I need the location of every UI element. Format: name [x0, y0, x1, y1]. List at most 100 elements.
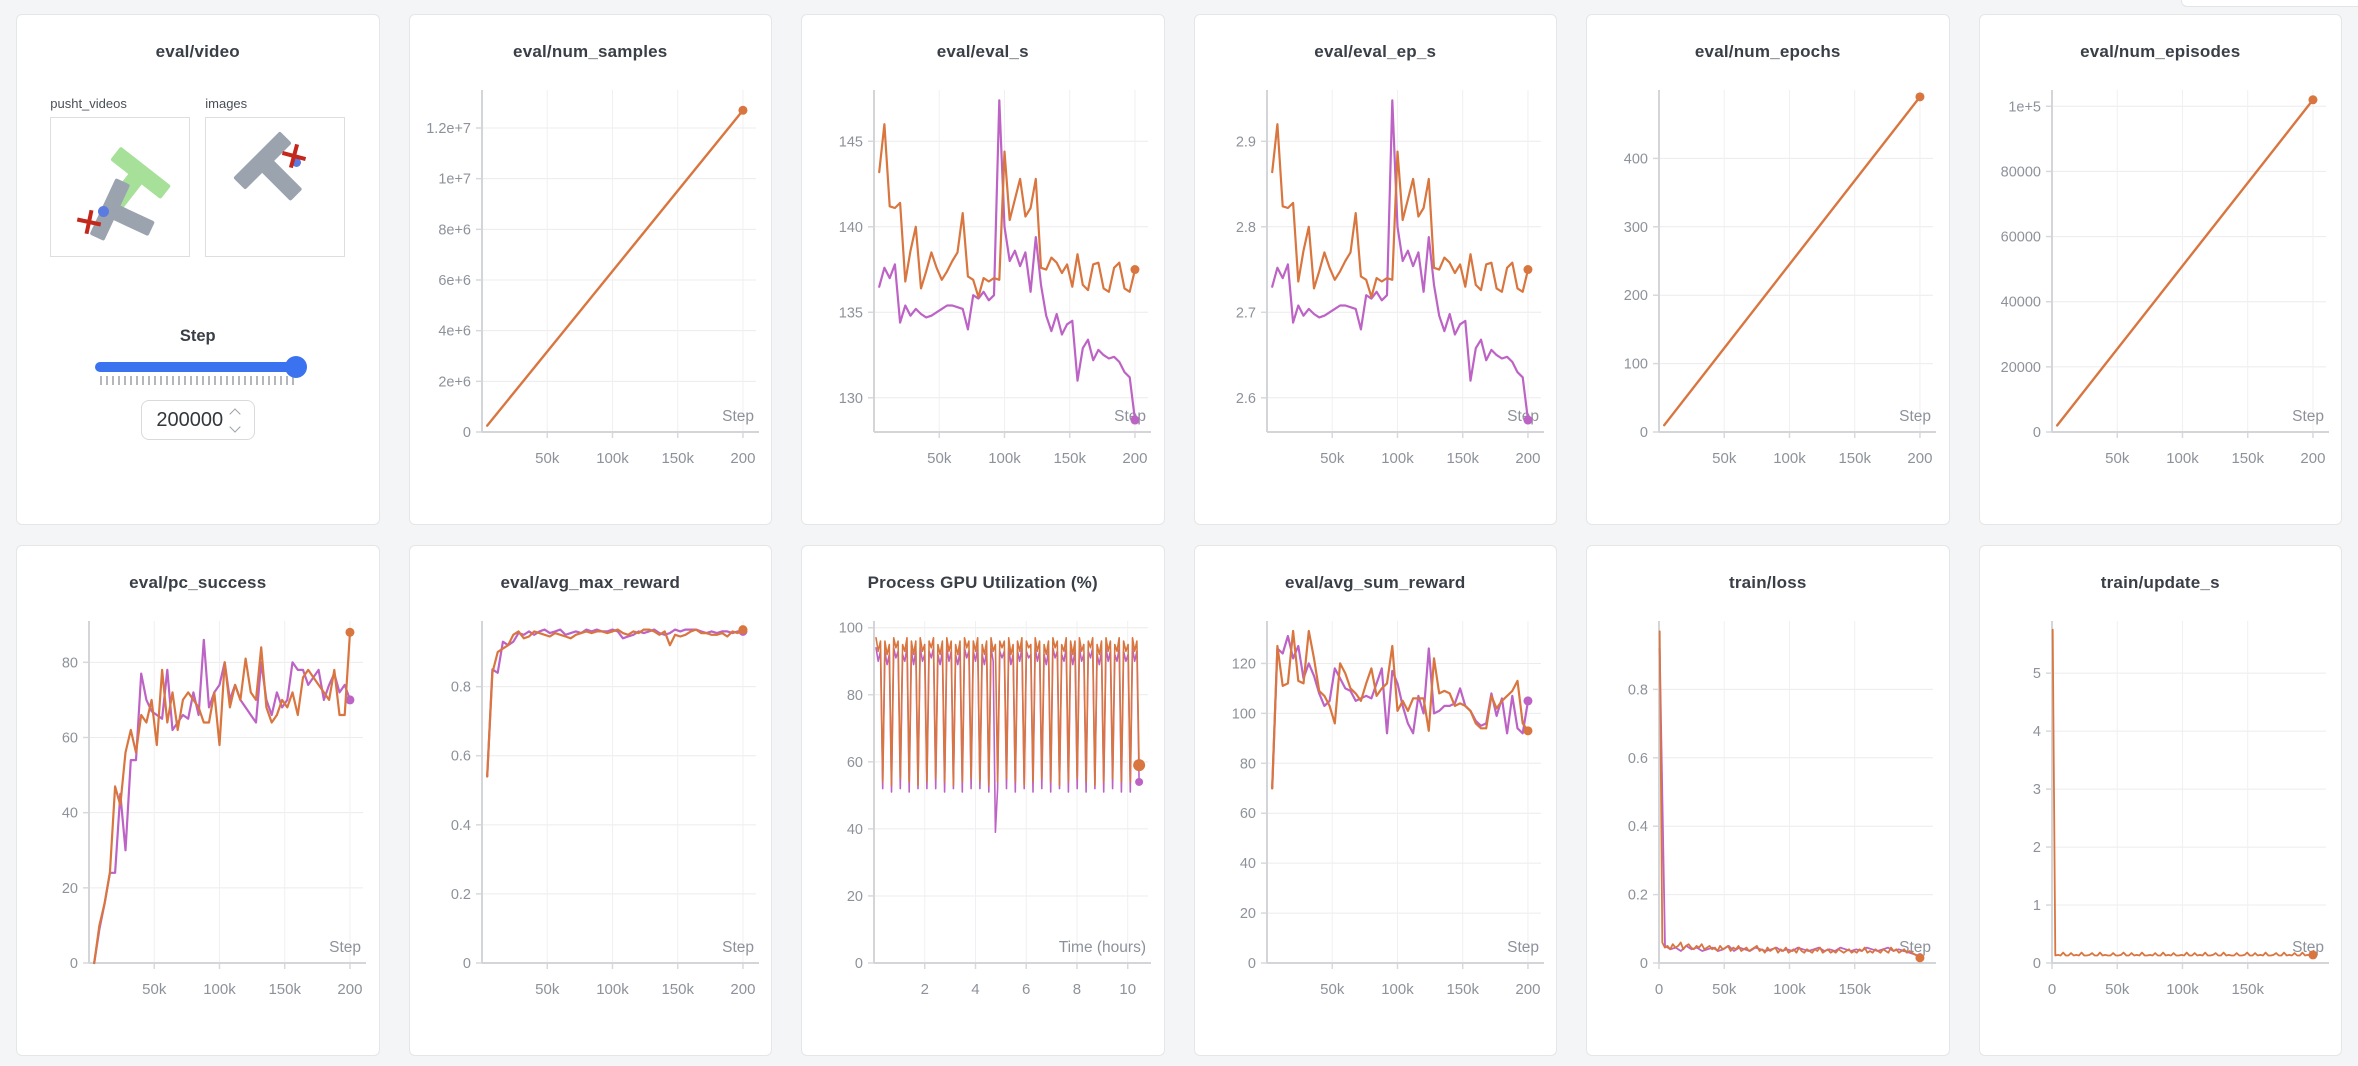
svg-text:200: 200	[730, 981, 755, 998]
step-slider-track[interactable]	[94, 362, 301, 372]
svg-text:60: 60	[847, 755, 863, 771]
video-thumbnail-pusht[interactable]	[50, 117, 191, 257]
svg-text:0.6: 0.6	[451, 749, 471, 765]
svg-text:2: 2	[921, 981, 929, 998]
chart-gpu-utilization[interactable]: 0 20 40 60 80 100 2 4 6 8 10 Time (hours)	[810, 605, 1155, 1020]
svg-text:0: 0	[2033, 956, 2041, 972]
panel-eval-num-epochs: eval/num_epochs 0 100 200 300 400 50k 100k 150k…	[1586, 14, 1950, 525]
svg-text:150k: 150k	[661, 981, 694, 998]
svg-text:Step: Step	[1507, 408, 1539, 425]
svg-text:50k: 50k	[1320, 450, 1345, 467]
svg-text:0: 0	[463, 425, 471, 441]
svg-text:200: 200	[2300, 450, 2325, 467]
svg-text:1e+7: 1e+7	[438, 172, 471, 188]
svg-text:Time (hours): Time (hours)	[1059, 939, 1146, 956]
svg-text:200: 200	[1515, 981, 1540, 998]
chart-title: train/loss	[1728, 573, 1807, 592]
chart-train-update-s[interactable]: 0 1 2 3 4 5 0 50k 100k 150k Step	[1988, 605, 2333, 1020]
svg-text:100k: 100k	[596, 450, 629, 467]
svg-text:50k: 50k	[1712, 450, 1737, 467]
svg-text:40: 40	[62, 806, 78, 822]
svg-text:1: 1	[2033, 898, 2041, 914]
chart-eval-num-episodes[interactable]: 0 20000 40000 60000 80000 1e+5 50k 100k 150k 200 S…	[1988, 74, 2333, 489]
svg-text:100k: 100k	[1381, 450, 1414, 467]
svg-text:100k: 100k	[203, 981, 236, 998]
svg-text:80000: 80000	[2000, 164, 2040, 180]
svg-text:Step: Step	[329, 939, 361, 956]
panel-eval-eval-s: eval/eval_s 130 135 140 145 50k 100k 150k 200 St…	[801, 14, 1165, 525]
chart-eval-avg-max-reward[interactable]: 0 0.2 0.4 0.6 0.8 50k 100k 150k 200 Step	[418, 605, 763, 1020]
svg-text:0: 0	[2048, 981, 2056, 998]
svg-text:2.9: 2.9	[1236, 134, 1256, 150]
step-number-input[interactable]: 200000	[140, 400, 255, 440]
svg-text:Step: Step	[2292, 408, 2324, 425]
svg-text:60000: 60000	[2000, 230, 2040, 246]
svg-text:50k: 50k	[2105, 450, 2130, 467]
svg-text:4e+6: 4e+6	[438, 324, 471, 340]
svg-text:0: 0	[855, 956, 863, 972]
panel-eval-video: eval/video pusht_videos images	[16, 14, 380, 525]
block-t-shape	[233, 131, 321, 219]
step-decrement-icon[interactable]	[229, 420, 241, 433]
chart-title: eval/num_episodes	[2080, 42, 2241, 61]
chart-eval-eval-ep-s[interactable]: 2.6 2.7 2.8 2.9 50k 100k 150k 200 Step	[1203, 74, 1548, 489]
chart-eval-pc-success[interactable]: 0 20 40 60 80 50k 100k 150k 200 Step	[25, 605, 370, 1020]
svg-text:150k: 150k	[269, 981, 302, 998]
svg-text:Step: Step	[1899, 939, 1931, 956]
panel-eval-avg-sum-reward: eval/avg_sum_reward 0 20 40 60 80 100 120 50k 10…	[1193, 545, 1557, 1056]
svg-text:0: 0	[1640, 425, 1648, 441]
chart-title: eval/pc_success	[129, 573, 267, 592]
svg-text:8: 8	[1073, 981, 1081, 998]
svg-text:4: 4	[2033, 724, 2041, 740]
step-slider-ticks	[99, 376, 296, 385]
svg-text:0.8: 0.8	[1628, 682, 1648, 698]
svg-text:0: 0	[1640, 956, 1648, 972]
svg-text:50k: 50k	[1712, 981, 1737, 998]
svg-text:80: 80	[62, 655, 78, 671]
panel-train-update-s: train/update_s 0 1 2 3 4 5 0 50k 100k 150k Step	[1978, 545, 2342, 1056]
svg-text:100k: 100k	[1773, 450, 1806, 467]
chart-eval-avg-sum-reward[interactable]: 0 20 40 60 80 100 120 50k 100k 150k 200 Step	[1203, 605, 1548, 1020]
chart-title: train/update_s	[2100, 573, 2220, 592]
svg-text:20: 20	[1240, 906, 1256, 922]
svg-text:Step: Step	[1899, 408, 1931, 425]
chart-eval-eval-s[interactable]: 130 135 140 145 50k 100k 150k 200 Step	[810, 74, 1155, 489]
svg-text:100k: 100k	[988, 450, 1021, 467]
svg-text:130: 130	[839, 391, 863, 407]
svg-text:0: 0	[70, 956, 78, 972]
step-value[interactable]: 200000	[156, 408, 224, 431]
svg-text:50k: 50k	[142, 981, 167, 998]
image-thumbnail[interactable]	[205, 117, 346, 257]
svg-text:0: 0	[1655, 981, 1663, 998]
chart-train-loss[interactable]: 0 0.2 0.4 0.6 0.8 0 50k 100k 150k Step	[1595, 605, 1940, 1020]
chart-eval-num-epochs[interactable]: 0 100 200 300 400 50k 100k 150k 200 Step	[1595, 74, 1940, 489]
panel-grid: eval/video pusht_videos images	[16, 14, 2342, 1056]
svg-text:200: 200	[1624, 288, 1648, 304]
svg-text:Step: Step	[1114, 408, 1146, 425]
svg-text:50k: 50k	[535, 450, 560, 467]
svg-text:100k: 100k	[2166, 981, 2199, 998]
svg-text:50k: 50k	[1320, 981, 1345, 998]
svg-text:8e+6: 8e+6	[438, 222, 471, 238]
svg-text:0.4: 0.4	[1628, 819, 1648, 835]
media-labels: pusht_videos images	[50, 96, 345, 111]
svg-text:400: 400	[1624, 151, 1648, 167]
panel-eval-avg-max-reward: eval/avg_max_reward 0 0.2 0.4 0.6 0.8 50k 100k…	[408, 545, 772, 1056]
svg-text:50k: 50k	[535, 981, 560, 998]
step-slider-thumb[interactable]	[284, 356, 307, 378]
step-increment-icon[interactable]	[229, 407, 241, 420]
svg-text:2.7: 2.7	[1236, 305, 1256, 321]
chart-eval-num-samples[interactable]: 0 2e+6 4e+6 6e+6 8e+6 1e+7 1.2e+7 50k 100k 150k 20…	[418, 74, 763, 489]
svg-text:100: 100	[839, 621, 863, 637]
svg-text:2.8: 2.8	[1236, 220, 1256, 236]
cutoff-panel-edge	[2181, 0, 2358, 7]
panel-title: eval/video	[155, 42, 240, 61]
svg-text:Step: Step	[722, 939, 754, 956]
svg-text:6: 6	[1022, 981, 1030, 998]
svg-text:1e+5: 1e+5	[2008, 99, 2041, 115]
svg-text:Step: Step	[2292, 939, 2324, 956]
step-slider[interactable]	[94, 356, 307, 378]
svg-text:80: 80	[847, 688, 863, 704]
svg-text:140: 140	[839, 220, 863, 236]
